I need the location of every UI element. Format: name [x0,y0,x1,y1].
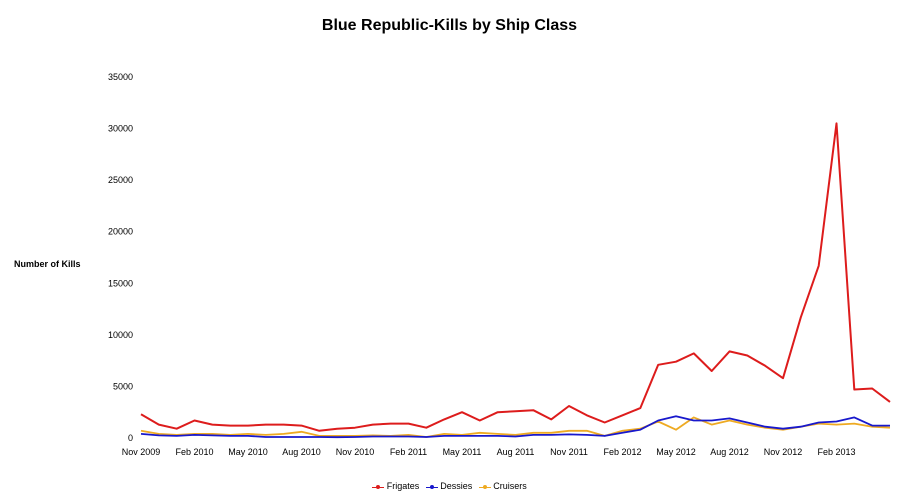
legend-label-frigates: Frigates [386,481,420,491]
legend-label-dessies: Dessies [440,481,473,491]
x-tick-label: Aug 2012 [710,447,749,457]
y-tick-label: 20000 [108,227,133,237]
x-tick-label: Aug 2011 [497,447,535,457]
y-tick-label: 15000 [108,278,133,288]
y-tick-label: 25000 [108,175,133,185]
y-axis-label: Number of Kills [14,259,81,269]
y-tick-label: 30000 [108,124,133,134]
x-tick-label: Feb 2010 [175,447,213,457]
legend: Frigates Dessies Cruisers [0,481,899,491]
x-tick-label: May 2011 [443,447,482,457]
y-tick-label: 0 [128,433,133,443]
series-lines [140,122,891,439]
x-tick-label: Aug 2010 [282,447,321,457]
series-line-cruisers [140,416,891,438]
x-tick-label: Nov 2010 [336,447,375,457]
legend-item-cruisers: Cruisers [478,481,527,491]
y-axis-ticks: 0 5000 10000 15000 20000 25000 30000 35000 [108,72,133,443]
series-line-dessies [140,415,890,439]
x-axis-ticks: Nov 2009 Feb 2010 May 2010 Aug 2010 Nov 2010… [122,447,856,457]
x-tick-label: Feb 2011 [390,447,427,457]
y-tick-label: 5000 [113,381,133,391]
x-tick-label: Nov 2009 [122,447,161,457]
legend-swatch-dessies [425,483,438,491]
y-tick-label: 35000 [108,72,133,82]
y-tick-label: 10000 [108,330,133,340]
x-tick-label: Nov 2012 [764,447,803,457]
chart-title: Blue Republic-Kills by Ship Class [321,17,578,34]
x-tick-label: Nov 2011 [550,447,588,457]
x-tick-label: May 2010 [228,447,268,457]
legend-label-cruisers: Cruisers [493,481,527,491]
legend-item-dessies: Dessies [425,481,473,491]
series-line-frigates [140,122,891,432]
legend-swatch-frigates [372,483,385,491]
x-tick-label: Feb 2012 [603,447,641,457]
x-tick-label: May 2012 [656,447,696,457]
legend-swatch-cruisers [478,483,491,491]
legend-item-frigates: Frigates [372,481,419,491]
x-tick-label: Feb 2013 [817,447,855,457]
